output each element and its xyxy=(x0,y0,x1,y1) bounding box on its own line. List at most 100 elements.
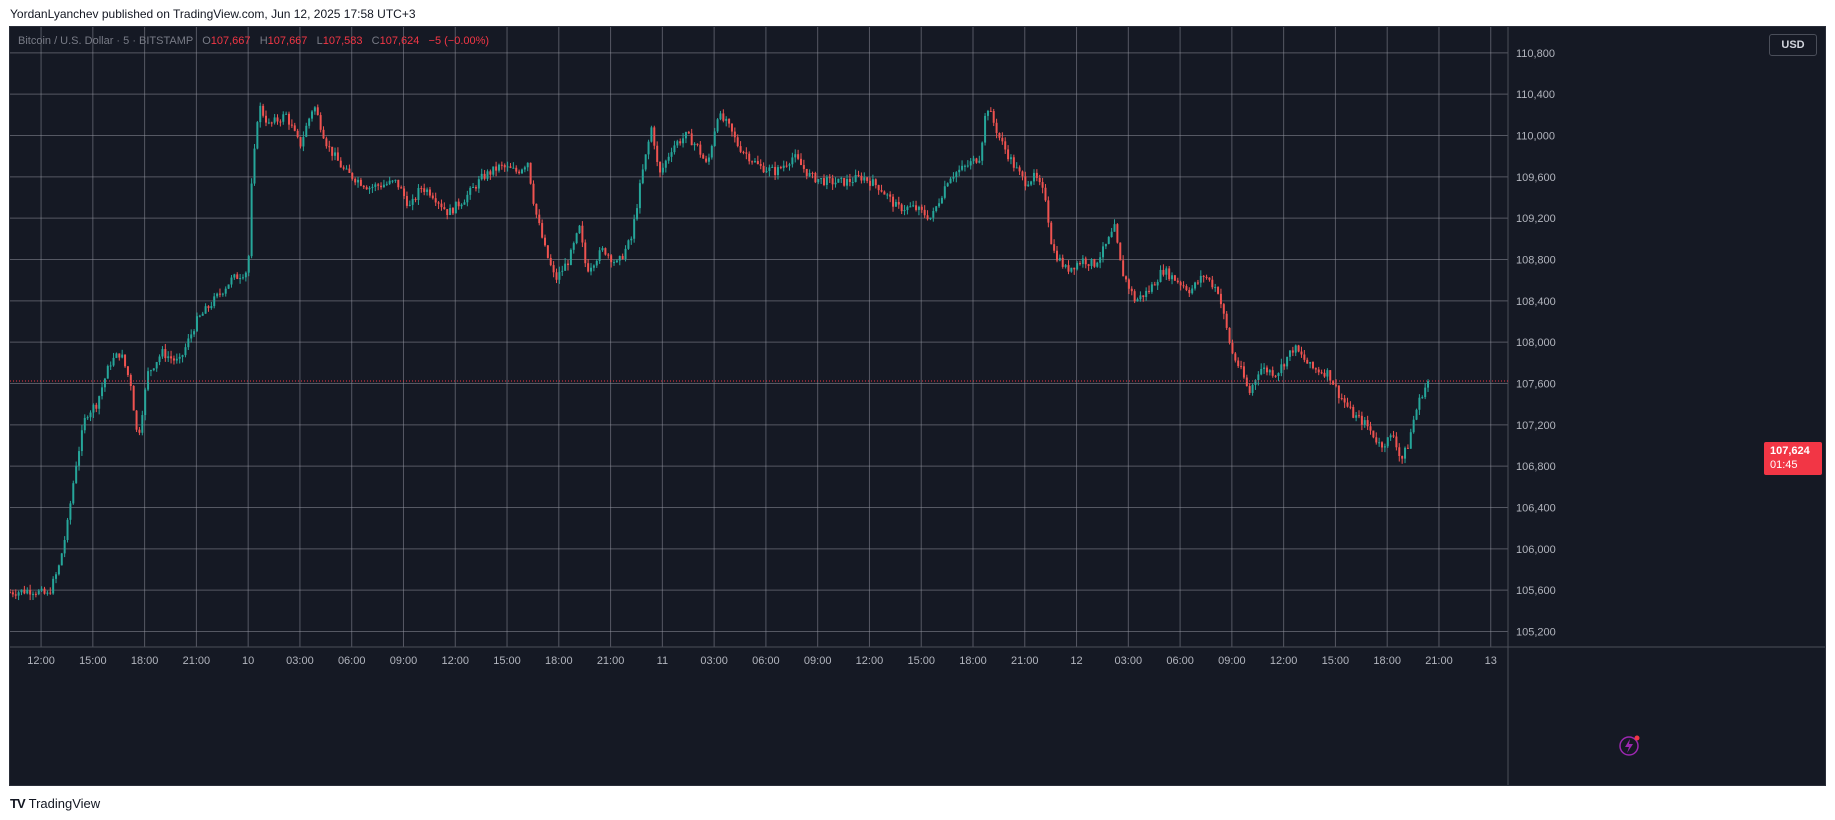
candle-body xyxy=(1099,257,1102,263)
candle-body xyxy=(147,371,150,390)
candle-body xyxy=(690,133,693,146)
candle-body xyxy=(889,194,892,197)
candle-body xyxy=(181,355,184,357)
candle-body xyxy=(1148,290,1151,292)
candle-body xyxy=(193,331,196,335)
candle-body xyxy=(1096,262,1099,267)
candle-body xyxy=(431,195,434,199)
candle-body xyxy=(848,178,851,183)
candle-body xyxy=(141,415,144,433)
candle-body xyxy=(955,172,958,177)
low-value: 107,583 xyxy=(322,35,363,47)
candle-body xyxy=(1188,290,1191,294)
candle-body xyxy=(759,164,762,166)
candle-body xyxy=(926,215,929,220)
candle-body xyxy=(880,190,883,192)
candle-body xyxy=(923,209,926,216)
candle-body xyxy=(762,165,765,173)
candle-body xyxy=(503,165,506,168)
candle-body xyxy=(538,214,541,224)
candle-body xyxy=(814,173,817,183)
candle-body xyxy=(1217,287,1220,294)
candle-body xyxy=(751,161,754,163)
candle-body xyxy=(1133,291,1136,302)
candle-body xyxy=(552,265,555,273)
candle-body xyxy=(351,172,354,179)
candle-body xyxy=(121,354,124,358)
time-axis[interactable]: 12:00 15:00 18:00 21:00 10 03:00 06:00 09:00 12:… xyxy=(27,655,1497,667)
candle-body xyxy=(857,174,860,176)
candle-body xyxy=(1323,372,1326,377)
candle-body xyxy=(613,262,616,264)
price-axis[interactable]: 110,800 110,400 110,000 109,600 109,200 108,8… xyxy=(1516,48,1556,639)
time-tick-label: 12 xyxy=(1070,655,1082,667)
replay-lightning-icon[interactable] xyxy=(1617,734,1641,758)
price-tick-label: 105,200 xyxy=(1516,627,1556,639)
candle-body xyxy=(1343,398,1346,403)
symbol-title[interactable]: Bitcoin / U.S. Dollar · 5 · BITSTAMP xyxy=(18,35,194,47)
candlestick-chart[interactable]: 110,800 110,400 110,000 109,600 109,200 108,8… xyxy=(10,27,1825,785)
candle-body xyxy=(316,107,319,116)
currency-button[interactable]: USD xyxy=(1769,34,1817,56)
candle-body xyxy=(325,138,328,147)
candle-body xyxy=(106,366,109,379)
candle-body xyxy=(293,125,296,131)
candle-body xyxy=(871,179,874,186)
candle-body xyxy=(1409,432,1412,449)
candle-body xyxy=(405,196,408,206)
candle-body xyxy=(840,177,843,179)
candle-body xyxy=(661,167,664,173)
candle-body xyxy=(1340,398,1343,400)
candle-body xyxy=(380,185,383,188)
candle-body xyxy=(523,167,526,170)
symbol-legend: Bitcoin / U.S. Dollar · 5 · BITSTAMP O10… xyxy=(18,35,489,47)
candle-body xyxy=(118,353,121,358)
candle-body xyxy=(909,206,912,208)
candle-body xyxy=(846,178,849,186)
candle-body xyxy=(1194,282,1197,289)
candle-body xyxy=(170,356,173,359)
candle-body xyxy=(95,404,98,409)
time-tick-label: 03:00 xyxy=(286,655,314,667)
low-label: L xyxy=(316,35,323,47)
candle-body xyxy=(411,198,414,205)
candle-body xyxy=(831,178,834,185)
chart-panel[interactable]: 110,800 110,400 110,000 109,600 109,200 108,8… xyxy=(9,26,1826,786)
candle-body xyxy=(659,161,662,173)
candle-body xyxy=(590,267,593,272)
candle-body xyxy=(1234,353,1237,361)
candle-body xyxy=(75,465,78,484)
candle-body xyxy=(178,356,181,359)
candle-body xyxy=(1139,295,1142,300)
time-tick-label: 18:00 xyxy=(131,655,159,667)
candle-body xyxy=(1228,327,1231,343)
candle-body xyxy=(46,592,49,594)
candle-body xyxy=(210,306,213,309)
candle-body xyxy=(851,181,854,183)
time-tick-label: 21:00 xyxy=(597,655,625,667)
candle-body xyxy=(1035,172,1038,178)
candle-body xyxy=(98,396,101,409)
candle-body xyxy=(791,157,794,165)
candle-body xyxy=(1225,313,1228,328)
candle-body xyxy=(440,203,443,208)
candle-body xyxy=(1073,267,1076,270)
high-value: 107,667 xyxy=(267,35,308,47)
candle-body xyxy=(247,256,250,273)
candle-body xyxy=(233,274,236,278)
candle-body xyxy=(1392,435,1395,437)
high-label: H xyxy=(259,35,268,47)
tradingview-logo-icon[interactable]: TV xyxy=(10,796,26,811)
candle-body xyxy=(374,184,377,187)
candle-body xyxy=(1383,446,1386,448)
candle-body xyxy=(1058,257,1061,261)
candle-body xyxy=(1004,141,1007,150)
candle-body xyxy=(1145,290,1148,298)
candle-body xyxy=(14,594,17,596)
candle-body xyxy=(420,187,423,189)
brand-name[interactable]: TradingView xyxy=(28,796,101,811)
candle-body xyxy=(693,143,696,146)
candle-body xyxy=(986,110,989,116)
candle-body xyxy=(23,589,26,594)
candle-body xyxy=(670,152,673,157)
